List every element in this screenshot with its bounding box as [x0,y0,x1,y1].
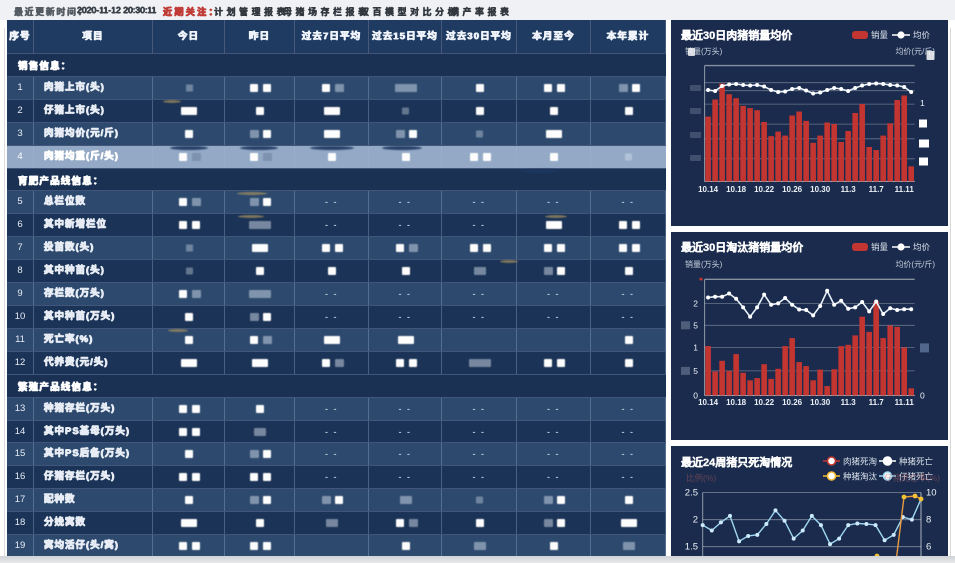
svg-text:2: 2 [693,298,698,308]
svg-text:2.5: 2.5 [685,488,698,499]
svg-text:11.3: 11.3 [841,185,857,194]
svg-text:10.30: 10.30 [810,185,831,194]
svg-text:仔猪死亡: 仔猪死亡 [899,472,934,482]
svg-text:均价(元/斤): 均价(元/斤) [895,259,935,269]
svg-text:10.18: 10.18 [726,185,747,194]
svg-text:0: 0 [920,391,925,401]
svg-text:销量(万头): 销量(万头) [685,259,723,269]
svg-text:10.18: 10.18 [726,398,747,407]
svg-text:1: 1 [693,342,698,352]
svg-text:10.22: 10.22 [754,185,775,194]
svg-text:均价: 均价 [913,30,931,40]
svg-text:11.7: 11.7 [869,185,885,194]
svg-text:均价(元/斤): 均价(元/斤) [895,46,935,56]
svg-text:5: 5 [693,366,698,376]
svg-text:1.5: 1.5 [685,542,698,553]
svg-text:5: 5 [693,320,698,330]
svg-text:11.3: 11.3 [841,398,857,407]
svg-text:11.7: 11.7 [869,398,885,407]
svg-text:销量: 销量 [871,30,889,40]
svg-text:1: 1 [920,98,925,108]
svg-text:销量(万头): 销量(万头) [685,46,723,56]
svg-text:最近30日淘汰猪销量均价: 最近30日淘汰猪销量均价 [681,240,804,254]
svg-text:8: 8 [926,515,931,526]
svg-text:10.30: 10.30 [810,398,831,407]
svg-text:最近24周猪只死淘情况: 最近24周猪只死淘情况 [681,455,792,469]
svg-text:比例(%): 比例(%) [686,473,716,483]
svg-text:10.26: 10.26 [782,185,803,194]
svg-text:6: 6 [926,542,931,553]
svg-text:种猪死亡: 种猪死亡 [899,457,934,467]
svg-text:均价: 均价 [913,242,931,252]
svg-text:种猪淘汰: 种猪淘汰 [843,472,878,482]
svg-text:0: 0 [693,391,698,401]
svg-text:11.11: 11.11 [895,185,915,194]
svg-text:10.14: 10.14 [698,398,719,407]
svg-text:10.26: 10.26 [782,398,803,407]
svg-text:仔猪死亡率(%): 仔猪死亡率(%) [884,473,940,483]
svg-text:肉猪死淘: 肉猪死淘 [843,457,877,467]
svg-text:10: 10 [926,488,937,499]
svg-text:10.22: 10.22 [754,398,775,407]
svg-text:11.11: 11.11 [895,398,915,407]
svg-text:2: 2 [693,515,698,526]
svg-text:销量: 销量 [871,242,889,252]
svg-text:10.14: 10.14 [698,185,719,194]
svg-text:最近30日肉猪销量均价: 最近30日肉猪销量均价 [681,28,793,42]
